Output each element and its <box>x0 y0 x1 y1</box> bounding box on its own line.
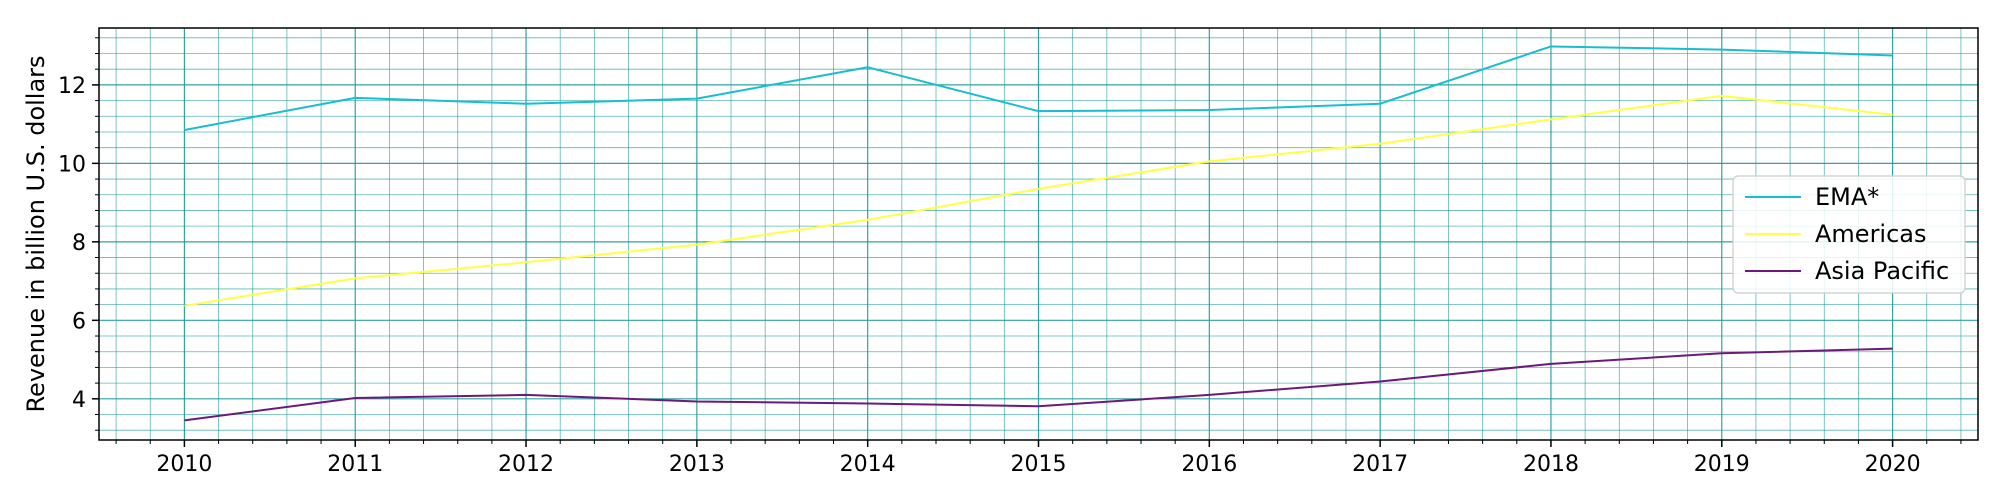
legend-entry: Asia Pacific <box>1815 257 1949 285</box>
x-tick-label: 2018 <box>1523 452 1579 477</box>
x-tick-label: 2020 <box>1865 452 1921 477</box>
series-line <box>184 347 1893 422</box>
legend-entry: EMA* <box>1815 183 1879 211</box>
x-tick-label: 2015 <box>1011 452 1067 477</box>
series-lines <box>184 45 1893 422</box>
legend-entry: Americas <box>1815 220 1927 248</box>
y-tick-label: 8 <box>72 231 86 256</box>
x-tick-label: 2016 <box>1181 452 1237 477</box>
series-line <box>184 45 1893 132</box>
y-tick-label: 6 <box>72 309 86 334</box>
x-tick-label: 2017 <box>1352 452 1408 477</box>
x-tick-label: 2012 <box>498 452 554 477</box>
y-tick-label: 4 <box>72 388 86 413</box>
grid <box>99 28 1978 440</box>
y-tick-label: 10 <box>58 152 86 177</box>
y-tick-label: 12 <box>58 74 86 99</box>
x-tick-label: 2013 <box>669 452 725 477</box>
series-line <box>184 94 1893 307</box>
legend: EMA* Americas Asia Pacific <box>1732 175 1966 294</box>
legend-box <box>1732 175 1966 294</box>
x-tick-label: 2011 <box>327 452 383 477</box>
x-tick-label: 2010 <box>156 452 212 477</box>
x-tick-label: 2019 <box>1694 452 1750 477</box>
x-tick-label: 2014 <box>840 452 896 477</box>
y-axis-label: Revenue in billion U.S. dollars <box>22 55 50 412</box>
axis-ticks: 2010 2011 2012 2013 2014 2015 2016 2017 2018 2019… <box>58 37 1962 477</box>
